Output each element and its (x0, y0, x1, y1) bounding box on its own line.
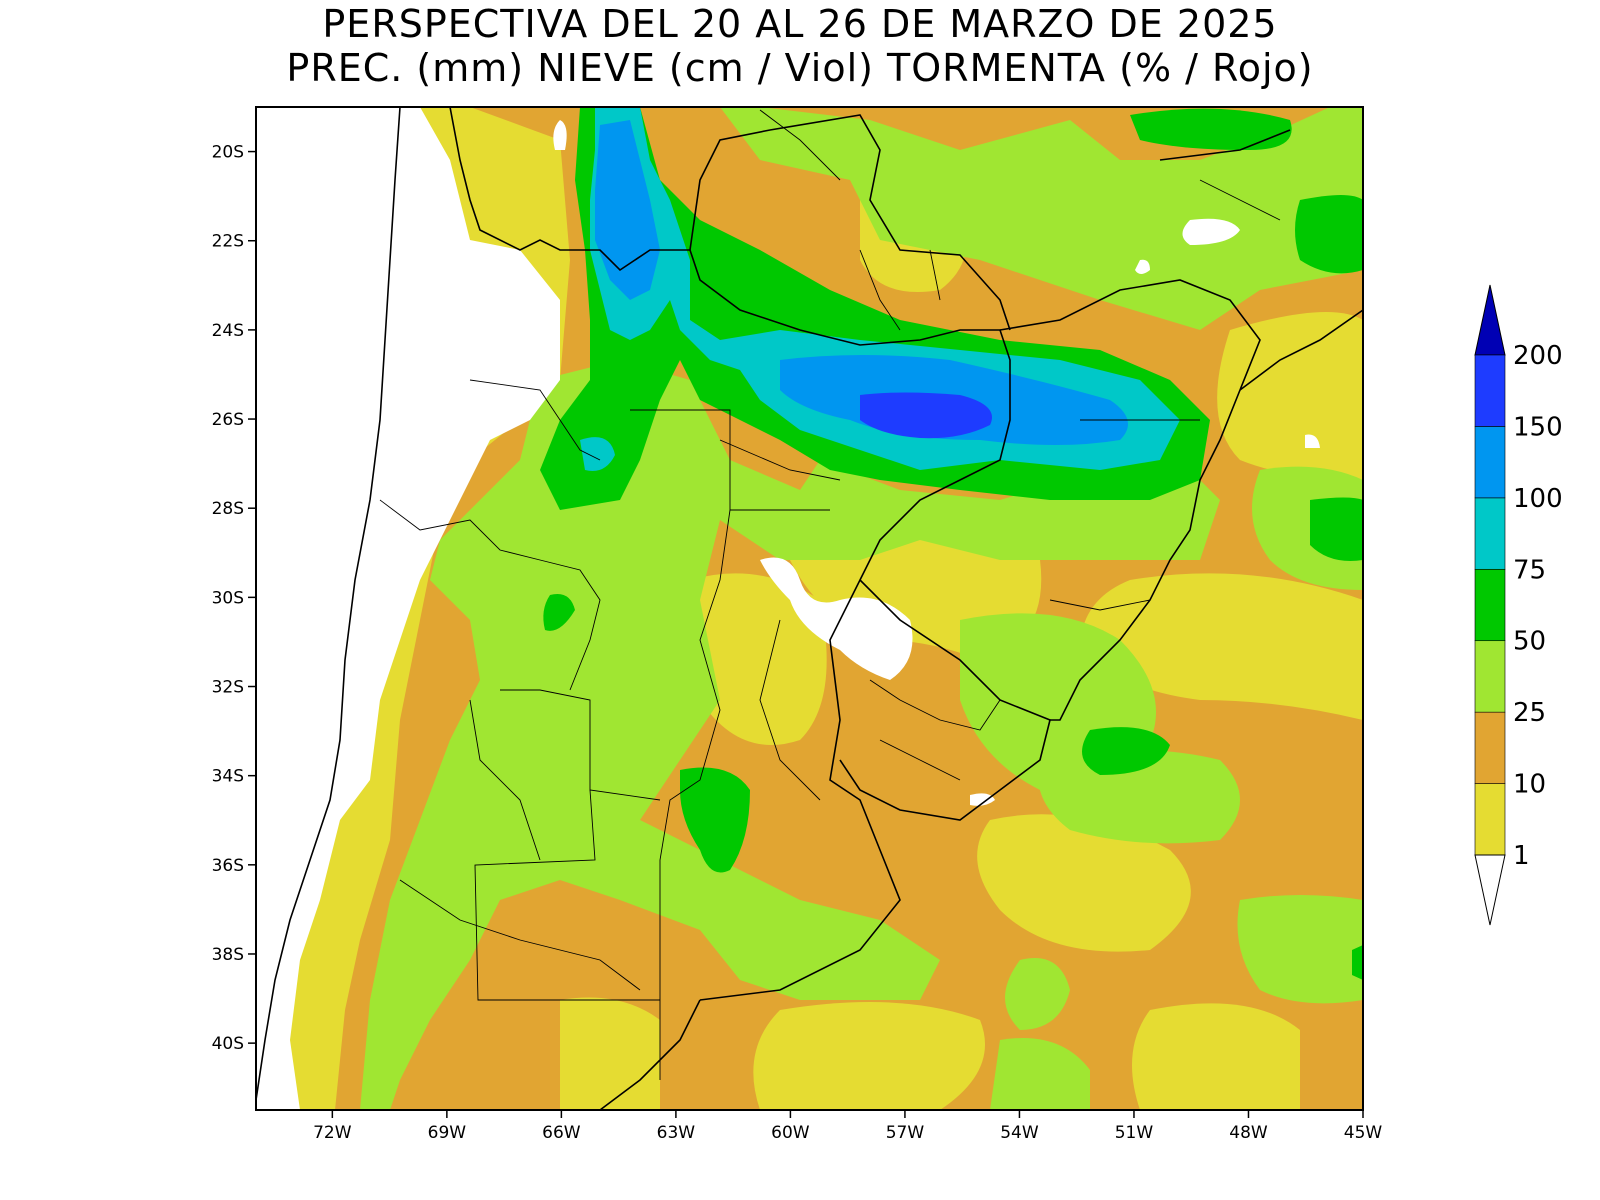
province-borders (379, 109, 1281, 1080)
field-below-1 (256, 107, 1320, 1110)
field-75-100 (580, 107, 1180, 471)
colorbar-legend: 1 10 25 50 75 100 150 200 (1474, 284, 1563, 926)
colorbar-label: 75 (1513, 555, 1546, 585)
colorbar-swatch (1474, 497, 1506, 570)
lat-tick-label: 22S (212, 232, 244, 252)
colorbar-label: 1 (1513, 841, 1530, 871)
colorbar-swatch (1474, 354, 1506, 427)
lon-tick-label: 51W (1115, 1123, 1154, 1143)
colorbar-top-arrow (1474, 284, 1506, 356)
colorbar-swatch (1474, 640, 1506, 713)
lon-tick-label: 66W (542, 1123, 581, 1143)
lon-tick-label: 69W (428, 1123, 467, 1143)
lon-tick-label: 45W (1344, 1123, 1383, 1143)
longitude-axis: 72W 69W 66W 63W 60W 57W 54W 51W 48W 45W (313, 1110, 1382, 1143)
lon-tick-label: 63W (657, 1123, 696, 1143)
colorbar-label: 10 (1513, 770, 1546, 800)
field-150-200 (860, 392, 992, 439)
colorbar-swatch (1474, 426, 1506, 499)
lat-tick-label: 34S (212, 767, 244, 787)
lat-tick-label: 40S (212, 1034, 244, 1054)
lat-tick-label: 30S (212, 588, 244, 608)
colorbar-swatch (1474, 711, 1506, 784)
lon-tick-label: 48W (1229, 1123, 1268, 1143)
lon-tick-label: 57W (886, 1123, 925, 1143)
plot-frame (255, 106, 1364, 1111)
latitude-axis: 20S 22S 24S 26S 28S 30S 32S 34S 36S 38S 40S (212, 143, 256, 1054)
colorbar-label: 150 (1513, 412, 1563, 442)
colorbar-label: 50 (1513, 627, 1546, 657)
lat-tick-label: 26S (212, 410, 244, 430)
colorbar-label: 25 (1513, 698, 1546, 728)
colorbar-bottom-arrow (1474, 854, 1506, 926)
colorbar-label: 100 (1513, 484, 1563, 514)
lon-tick-label: 60W (771, 1123, 810, 1143)
lat-tick-label: 38S (212, 945, 244, 965)
lat-tick-label: 20S (212, 143, 244, 163)
precipitation-field (256, 107, 1363, 1110)
lon-tick-label: 54W (1000, 1123, 1039, 1143)
map-title-line-2: PREC. (mm) NIEVE (cm / Viol) TORMENTA (%… (286, 46, 1314, 90)
lon-tick-label: 72W (313, 1123, 352, 1143)
lat-tick-label: 24S (212, 321, 244, 341)
colorbar-label: 200 (1513, 341, 1563, 371)
colorbar-swatch (1474, 783, 1506, 856)
colorbar-swatch (1474, 568, 1506, 642)
map-title-line-1: PERSPECTIVA DEL 20 AL 26 DE MARZO DE 202… (322, 2, 1278, 46)
lat-tick-label: 28S (212, 499, 244, 519)
lat-tick-label: 32S (212, 678, 244, 698)
lat-tick-label: 36S (212, 856, 244, 876)
